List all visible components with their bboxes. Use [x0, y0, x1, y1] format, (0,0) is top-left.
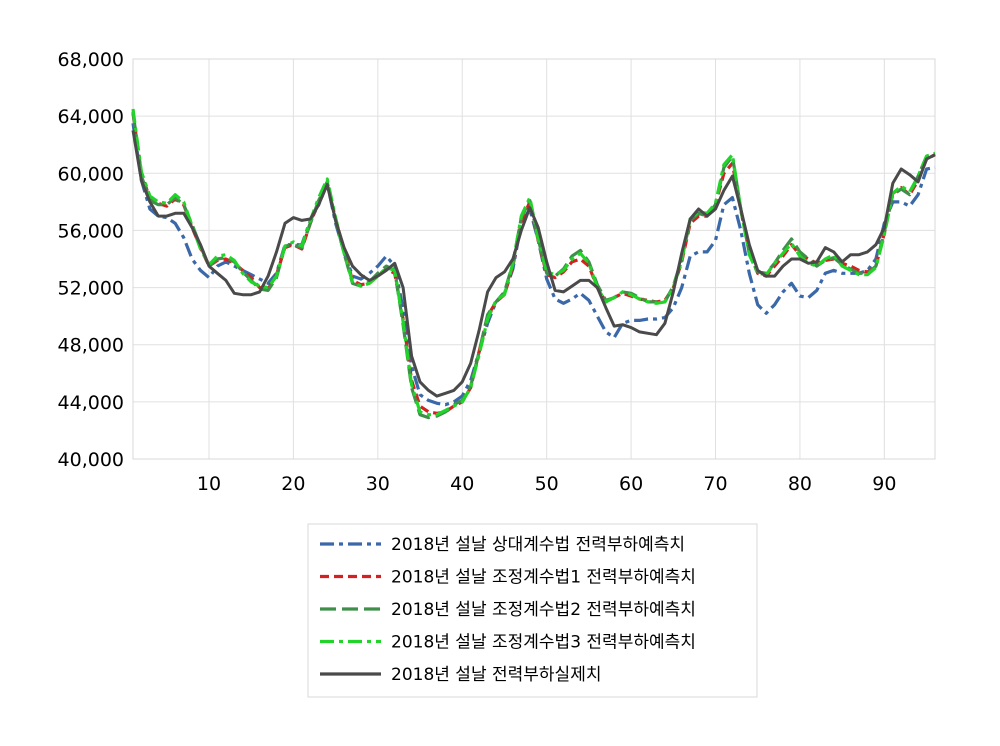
plot-area-border	[132, 58, 936, 460]
y-tick-label: 44,000	[58, 392, 124, 414]
legend-item: 2018년 설날 전력부하실제치	[320, 665, 601, 685]
y-tick-label: 48,000	[58, 335, 124, 357]
y-tick-label: 68,000	[58, 49, 124, 71]
series-layer	[131, 108, 936, 420]
legend-label: 2018년 설날 조정계수법2 전력부하예측치	[391, 600, 696, 620]
legend-label: 2018년 설날 전력부하실제치	[391, 665, 601, 685]
series-line-4	[131, 130, 936, 398]
x-tick-label: 20	[281, 473, 305, 495]
x-tick-label: 70	[703, 473, 727, 495]
x-axis-tick-labels: 10 20 30 40 50 60 70 80 90	[197, 473, 897, 495]
series-line-3	[131, 108, 936, 417]
legend-item: 2018년 설날 조정계수법2 전력부하예측치	[320, 600, 696, 620]
x-tick-label: 10	[197, 473, 221, 495]
legend-label: 2018년 설날 조정계수법3 전력부하예측치	[391, 633, 696, 653]
y-tick-label: 60,000	[58, 163, 124, 185]
y-tick-label: 64,000	[58, 106, 124, 128]
legend-box	[307, 523, 758, 698]
x-tick-label: 50	[535, 473, 559, 495]
legend-item: 2018년 설날 상대계수법 전력부하예측치	[320, 535, 685, 555]
legend-item: 2018년 설날 조정계수법1 전력부하예측치	[320, 568, 696, 588]
legend: 2018년 설날 상대계수법 전력부하예측치 2018년 설날 조정계수법1 전력…	[307, 523, 758, 698]
x-tick-label: 90	[872, 473, 896, 495]
legend-label: 2018년 설날 상대계수법 전력부하예측치	[391, 535, 685, 555]
y-tick-label: 40,000	[58, 449, 124, 471]
y-tick-label: 52,000	[58, 278, 124, 300]
legend-item: 2018년 설날 조정계수법3 전력부하예측치	[320, 633, 696, 653]
x-tick-label: 40	[450, 473, 474, 495]
legend-items: 2018년 설날 상대계수법 전력부하예측치 2018년 설날 조정계수법1 전력…	[320, 535, 696, 685]
x-tick-label: 80	[788, 473, 812, 495]
x-tick-label: 60	[619, 473, 643, 495]
legend-label: 2018년 설날 조정계수법1 전력부하예측치	[391, 568, 696, 588]
y-tick-label: 56,000	[58, 220, 124, 242]
y-axis-tick-labels: 40,000 44,000 48,000 52,000 56,000 60,000 64,0…	[58, 49, 124, 471]
x-tick-label: 30	[366, 473, 390, 495]
